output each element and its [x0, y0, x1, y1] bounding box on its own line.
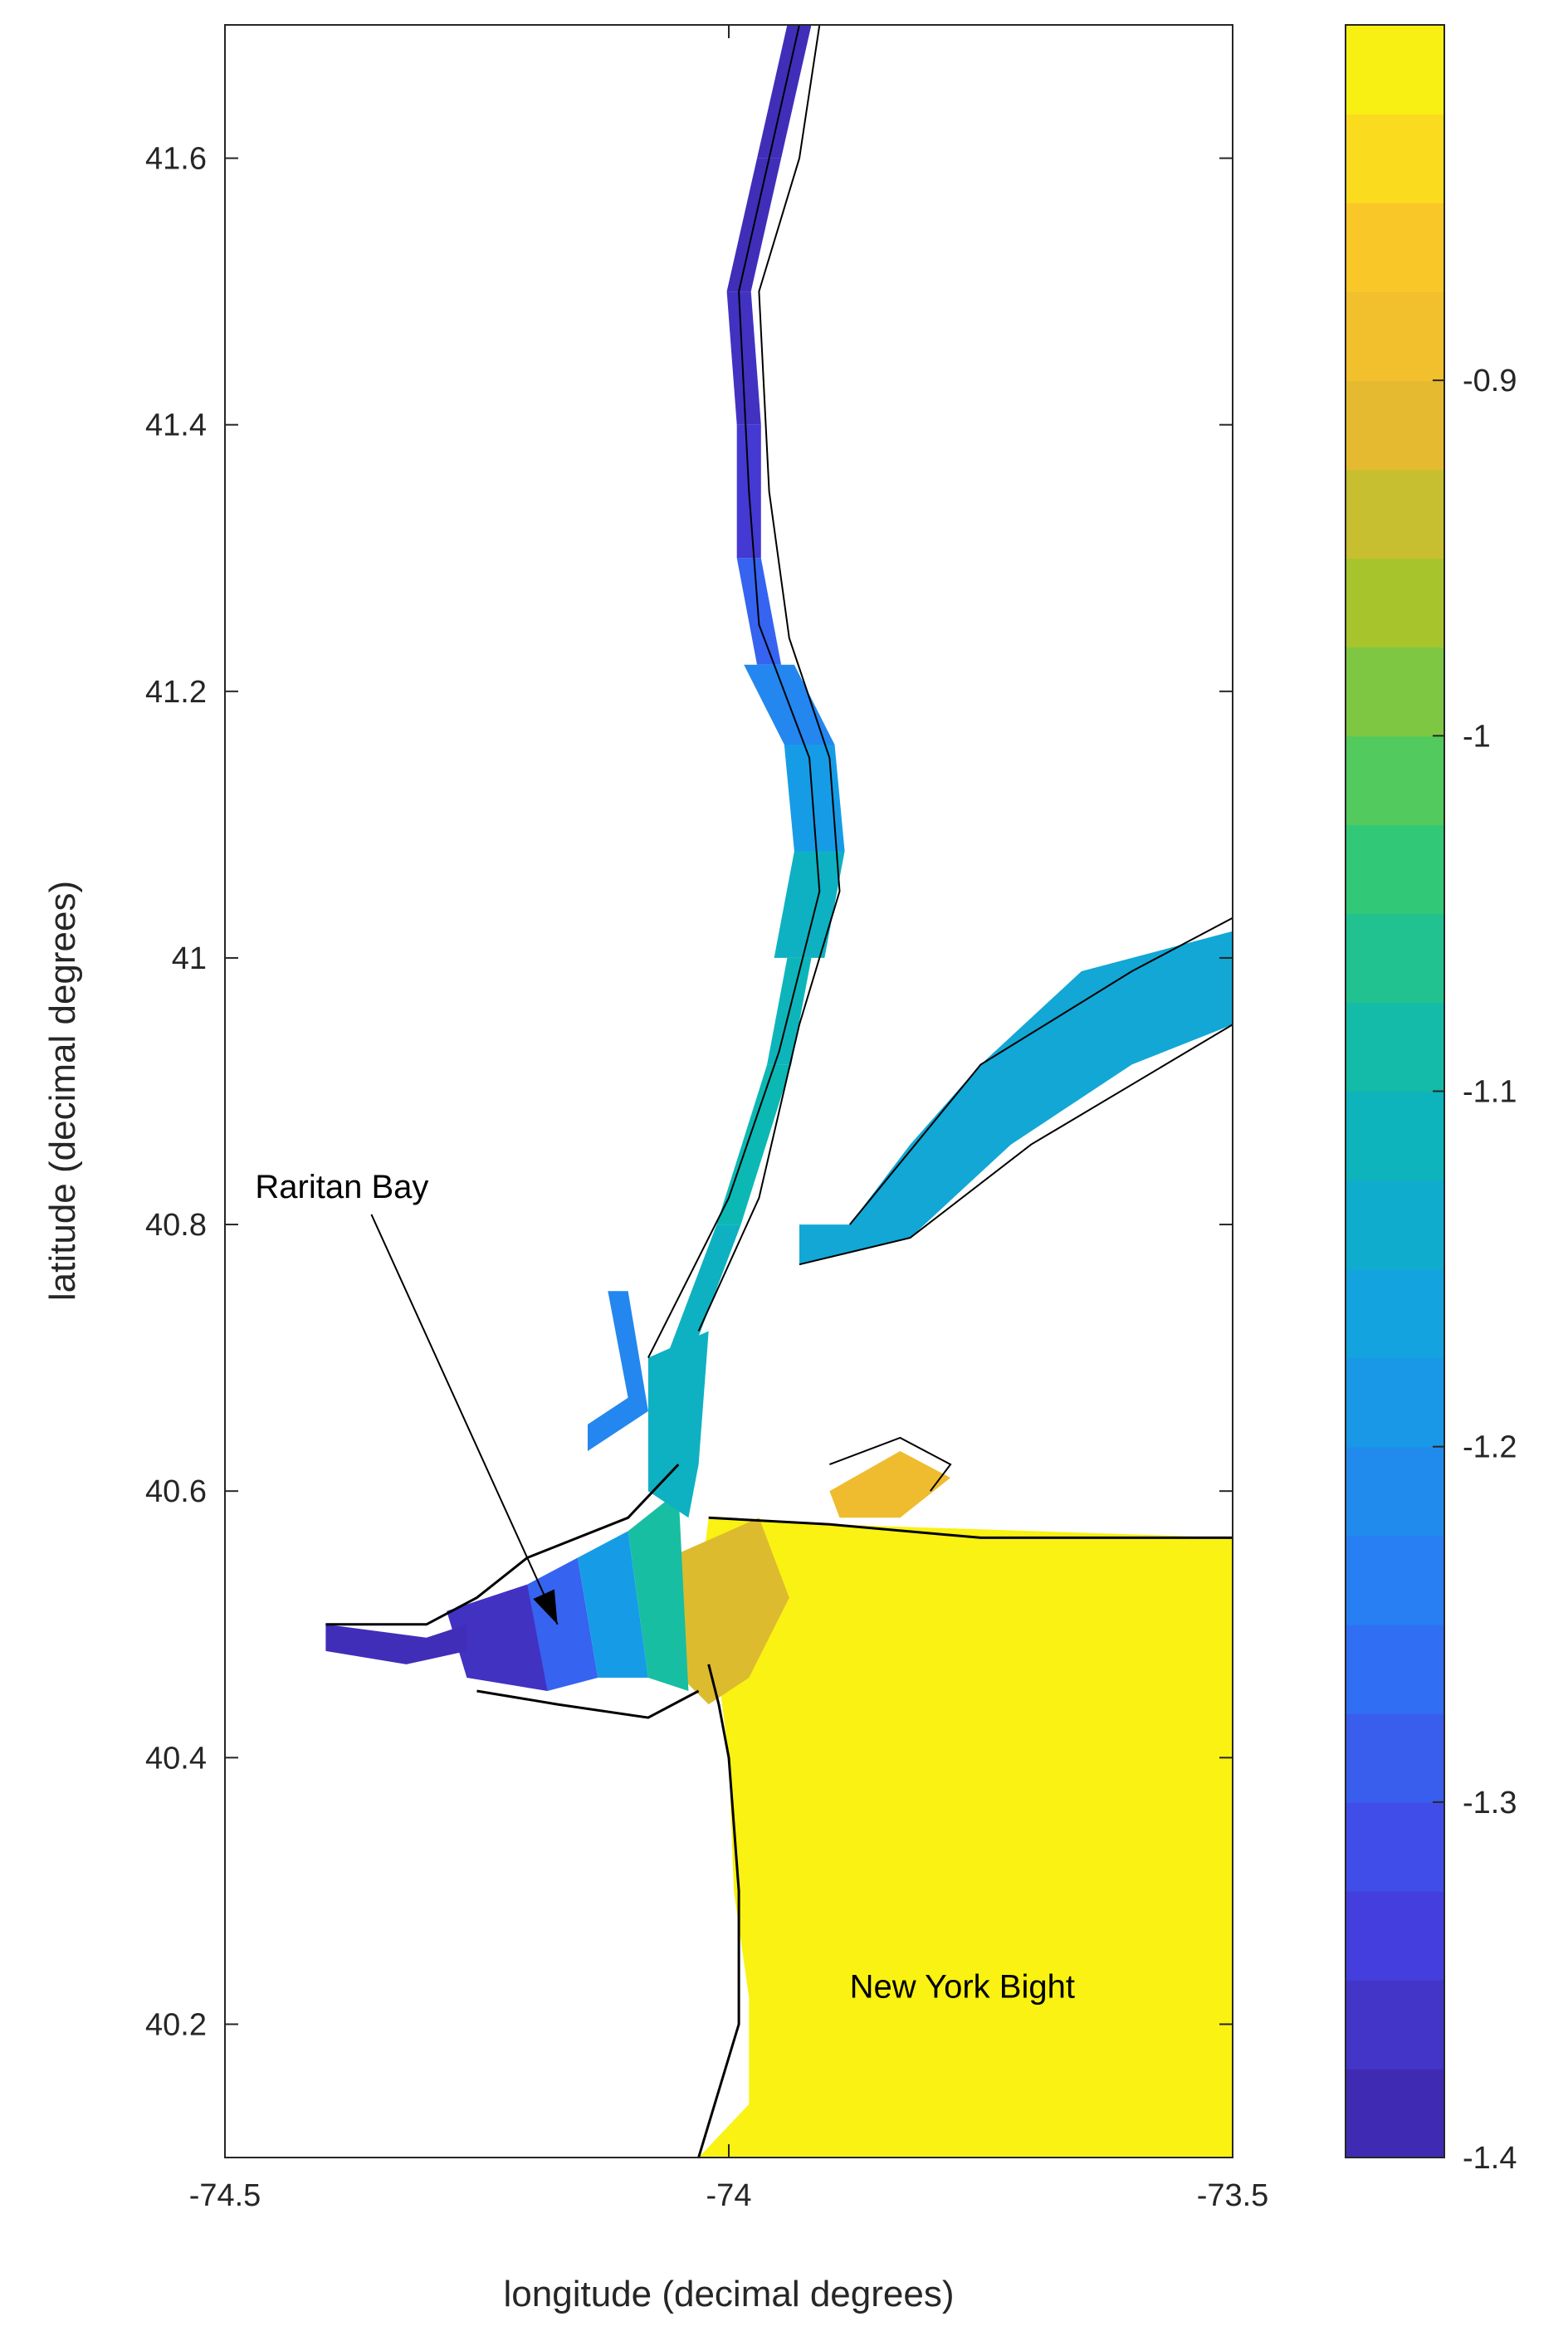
colorbar-band: [1346, 735, 1444, 826]
y-axis-label: latitude (decimal degrees): [42, 881, 83, 1301]
annotation-new-york-bight: New York Bight: [850, 1968, 1075, 2005]
raritan-bay-region: [577, 1531, 648, 1678]
ocean-transition: [668, 1517, 789, 1705]
colorbar-band: [1346, 1091, 1444, 1181]
y-tick-label: 41: [172, 941, 207, 976]
raritan-bay-region: [527, 1557, 598, 1691]
colorbar-band: [1346, 1890, 1444, 1981]
raritan-river: [325, 1624, 467, 1664]
annotation-arrow-line: [370, 1214, 559, 1625]
map-axes: -74.5 -74 -73.5 40.2 40.4 40.6 40.8 41 41.2 41.4 4…: [42, 24, 1268, 2314]
colorbar-tick-label: -0.9: [1463, 364, 1517, 398]
y-tick-label: 41.4: [145, 408, 207, 443]
colorbar-tick-label: -1.2: [1463, 1430, 1517, 1465]
y-tick-label: 41.2: [145, 675, 207, 710]
x-axis-label: longitude (decimal degrees): [504, 2274, 955, 2314]
hudson-river-segment: [726, 291, 761, 425]
colorbar-tick-label: -1: [1463, 719, 1491, 754]
hudson-river-segment: [666, 1224, 741, 1358]
raritan-bay-region: [447, 1584, 558, 1691]
colorbar-tick-label: -1.1: [1463, 1075, 1517, 1110]
colorbar-band: [1346, 2068, 1444, 2158]
y-tick-label: 40.2: [145, 2007, 207, 2042]
colorbar-band: [1346, 558, 1444, 648]
raritan-bay-region: [628, 1491, 689, 1691]
colorbar-band: [1346, 1180, 1444, 1270]
annotation-arrow-head: [533, 1589, 558, 1625]
jamaica-bay: [829, 1451, 951, 1518]
coast-line: [799, 1024, 1233, 1266]
newark-bay: [588, 1291, 648, 1451]
colorbar-band: [1346, 824, 1444, 915]
colorbar-band: [1346, 1535, 1444, 1625]
water-field: [325, 25, 1233, 2158]
ocean-region: [698, 1517, 1233, 2158]
colorbar-band: [1346, 203, 1444, 292]
colorbar-band: [1346, 1979, 1444, 2070]
map-annotations: Raritan Bay New York Bight: [255, 1169, 1075, 2005]
coast-line: [647, 25, 821, 1359]
colorbar-band: [1346, 1002, 1444, 1092]
coast-line: [829, 1436, 952, 1492]
colorbar-band: [1346, 1446, 1444, 1537]
y-tick-label: 40.8: [145, 1208, 207, 1243]
colorbar-band: [1346, 291, 1444, 381]
y-tick-label: 41.6: [145, 142, 207, 177]
colorbar-band: [1346, 913, 1444, 1004]
colorbar-gradient: [1346, 25, 1444, 2158]
colorbar-band: [1346, 1713, 1444, 1803]
coastline: [325, 25, 1233, 2158]
coast-line: [697, 1664, 740, 2158]
colorbar-tick-label: -1.4: [1463, 2141, 1517, 2176]
colorbar-band: [1346, 114, 1444, 203]
colorbar-band: [1346, 647, 1444, 737]
hudson-river-segment: [736, 558, 782, 665]
colorbar-tick-label: -1.3: [1463, 1786, 1517, 1820]
colorbar: -0.9 -1 -1.1 -1.2 -1.3 -1.4: [1345, 24, 1517, 2176]
upper-bay: [647, 1331, 709, 1518]
y-tick-label: 40.6: [145, 1474, 207, 1509]
colorbar-band: [1346, 1357, 1444, 1448]
map-tick-labels: -74.5 -74 -73.5 40.2 40.4 40.6 40.8 41 41.2 41.4 4…: [145, 142, 1268, 2213]
coast-line: [708, 1516, 1233, 1539]
y-tick-label: 40.4: [145, 1741, 207, 1776]
colorbar-band: [1346, 380, 1444, 471]
colorbar-ticks: -0.9 -1 -1.1 -1.2 -1.3 -1.4: [1433, 364, 1517, 2176]
hudson-river-segment: [784, 745, 845, 852]
colorbar-band: [1346, 25, 1444, 115]
annotation-raritan-bay: Raritan Bay: [255, 1169, 428, 1205]
colorbar-band: [1346, 1624, 1444, 1714]
coast-line: [848, 916, 1233, 1225]
colorbar-band: [1346, 469, 1444, 560]
coast-line: [697, 25, 841, 1332]
coast-line: [476, 1689, 700, 1719]
colorbar-band: [1346, 1268, 1444, 1359]
coast-line: [325, 1464, 680, 1626]
hudson-river-segment: [716, 1064, 792, 1225]
x-tick-label: -74.5: [189, 2178, 261, 2213]
map-ticks: [224, 25, 1233, 2158]
long-island-sound: [799, 931, 1233, 1265]
x-tick-label: -73.5: [1197, 2178, 1269, 2213]
x-tick-label: -74: [706, 2178, 752, 2213]
colorbar-band: [1346, 1801, 1444, 1892]
